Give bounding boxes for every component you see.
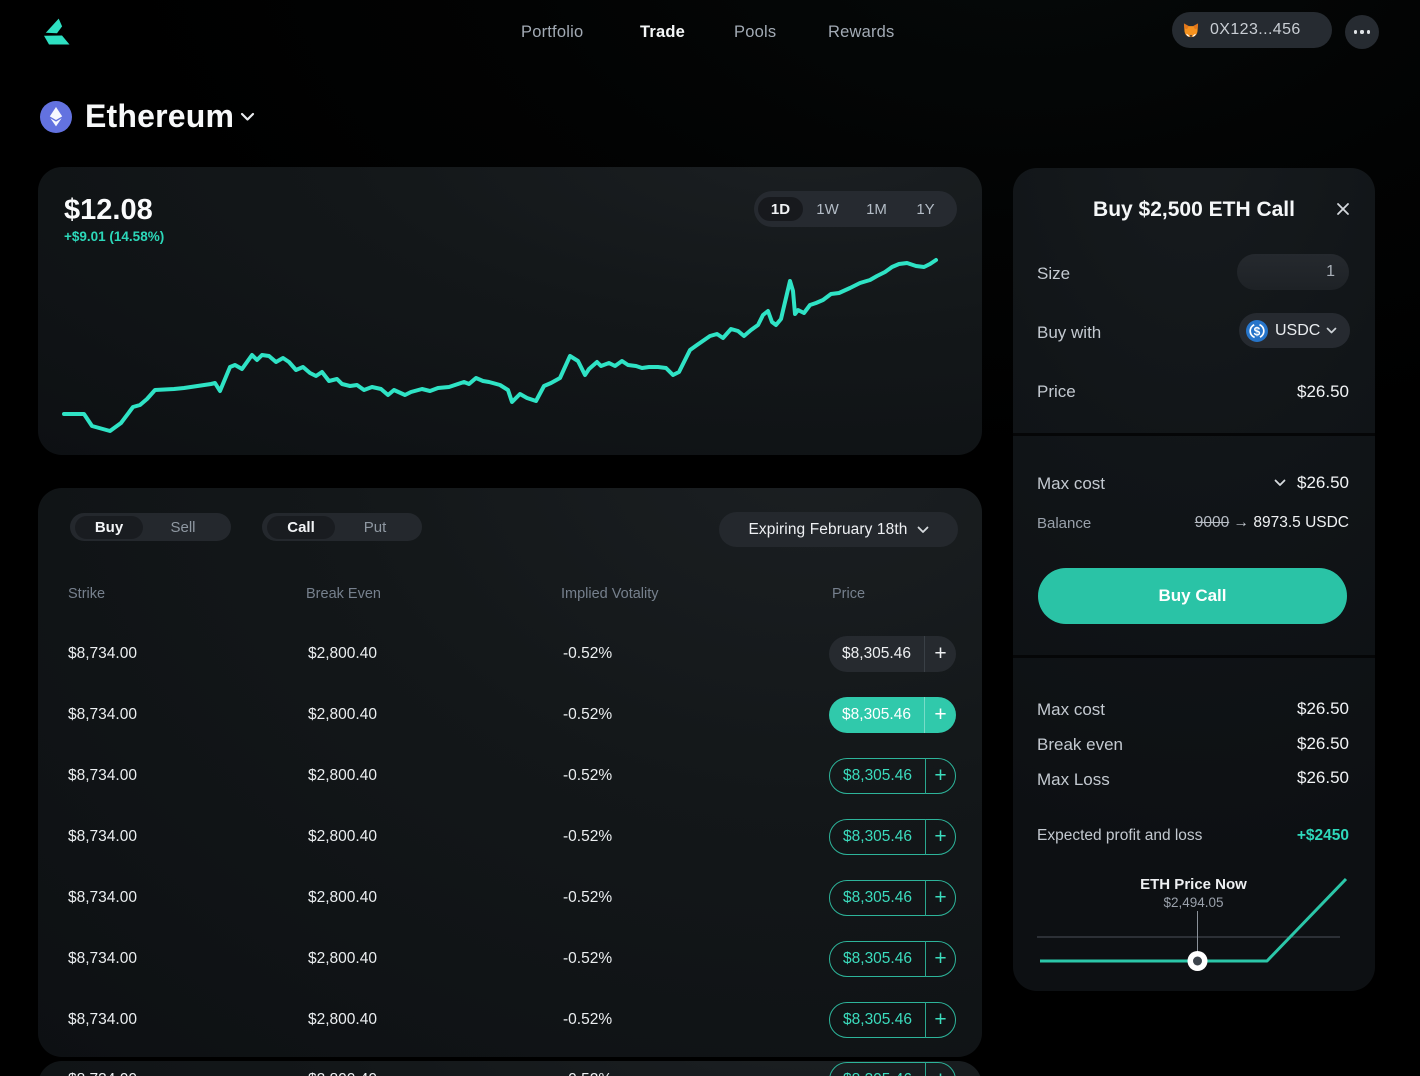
svg-text:$: $: [1254, 324, 1261, 338]
